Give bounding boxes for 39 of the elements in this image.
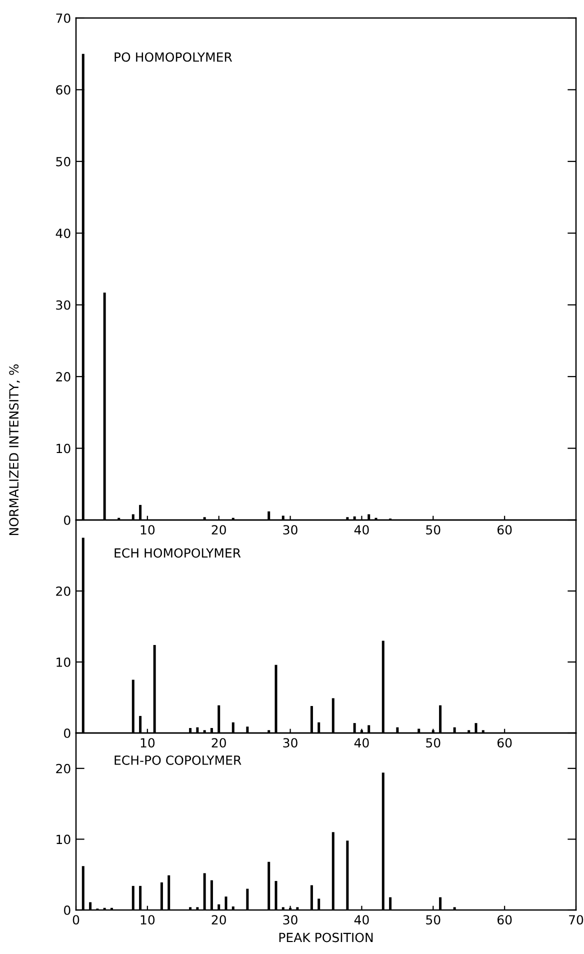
x-tick-label: 30	[283, 915, 298, 925]
x-tick-label: 50	[426, 915, 440, 925]
y-tick-label: 0	[64, 728, 70, 738]
y-tick-label: 20	[56, 372, 70, 382]
x-tick-label: 40	[354, 525, 369, 535]
y-tick-label: 70	[56, 13, 70, 23]
x-tick-label: 70	[569, 915, 584, 925]
y-tick-label: 20	[56, 586, 70, 596]
y-axis-title: NORMALIZED INTENSITY, %	[9, 364, 20, 536]
x-tick-label: 60	[497, 525, 512, 535]
x-tick-label: 0	[72, 915, 80, 925]
y-tick-label: 10	[56, 834, 70, 844]
x-tick-label: 40	[354, 915, 369, 925]
text: ECH-PO COPOLYMER	[114, 755, 242, 765]
y-tick-label: 30	[56, 300, 70, 310]
x-tick-label: 50	[426, 738, 440, 748]
x-tick-label: 20	[212, 738, 226, 748]
x-tick-label: 60	[497, 915, 512, 925]
x-axis-title: PEAK POSITION	[279, 932, 373, 942]
x-tick-label: 60	[497, 738, 512, 748]
x-tick-label: 10	[140, 915, 155, 925]
x-tick-label: 10	[140, 738, 155, 748]
y-tick-label: 40	[56, 228, 70, 238]
y-tick-label: 10	[56, 657, 70, 667]
x-tick-label: 50	[426, 525, 440, 535]
x-tick-label: 30	[283, 738, 298, 748]
text: ECH HOMOPOLYMER	[114, 548, 241, 558]
y-tick-label: 20	[56, 764, 70, 774]
y-tick-label: 0	[64, 515, 70, 525]
y-tick-label: 60	[56, 85, 70, 95]
x-tick-label: 20	[212, 915, 226, 925]
x-tick-label: 40	[354, 738, 369, 748]
y-tick-label: 10	[56, 444, 70, 454]
x-tick-label: 20	[212, 525, 226, 535]
x-tick-label: 10	[140, 525, 155, 535]
y-tick-label: 50	[56, 156, 70, 166]
y-tick-label: 0	[64, 905, 70, 915]
text: PO HOMOPOLYMER	[114, 52, 232, 62]
x-tick-label: 30	[283, 525, 298, 535]
